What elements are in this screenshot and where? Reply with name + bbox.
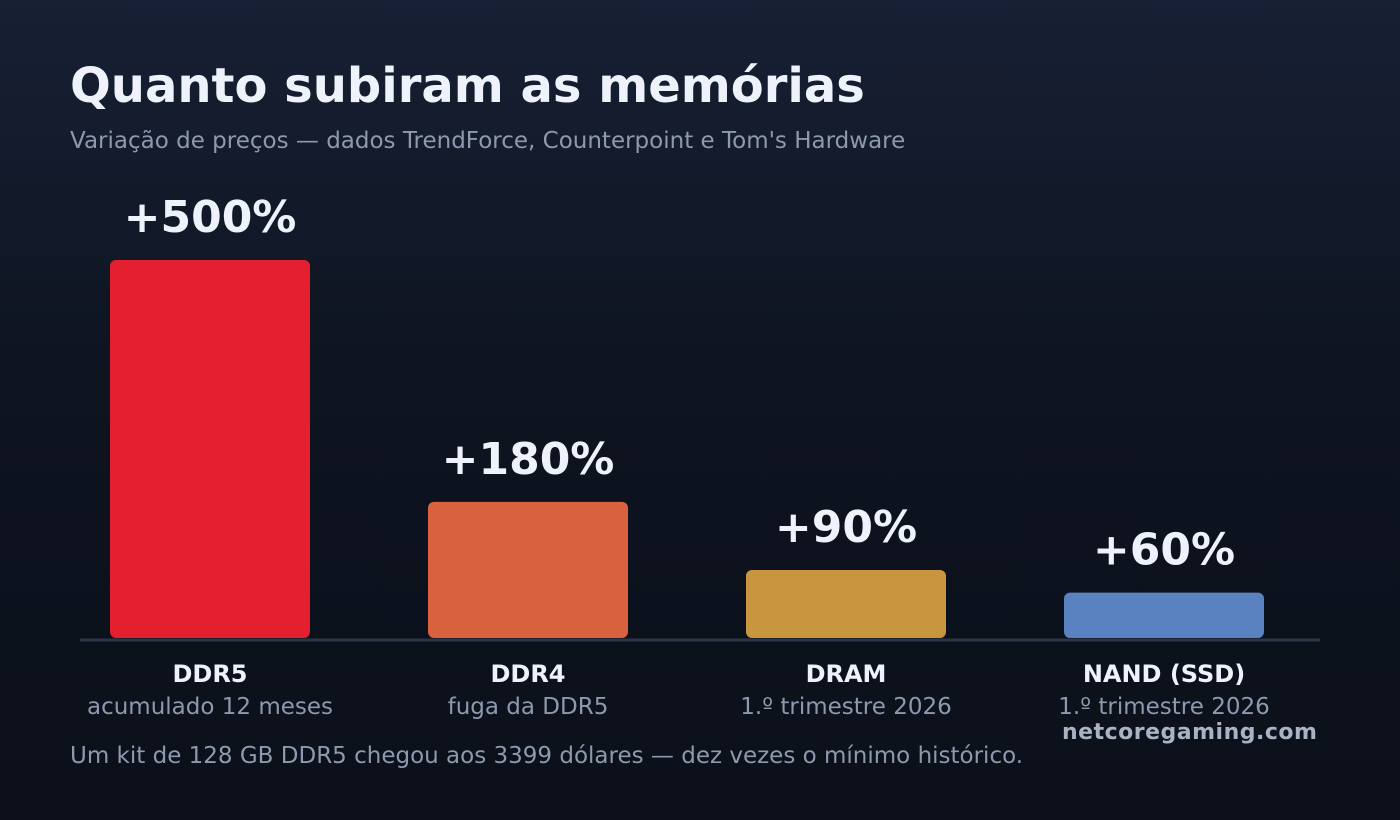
category-sublabel-2: fuga da DDR5 <box>448 694 609 720</box>
category-sublabel-1: acumulado 12 meses <box>87 694 333 720</box>
data-label-2: +180% <box>442 434 615 485</box>
bar-4 <box>1064 592 1264 638</box>
category-label-3: DRAM <box>806 660 887 688</box>
data-label-3: +90% <box>775 502 917 553</box>
bar-3 <box>746 569 946 638</box>
data-label-4: +60% <box>1093 525 1235 576</box>
bar-1 <box>110 260 310 638</box>
watermark: netcoregaming.com <box>1062 720 1318 745</box>
chart-subtitle: Variação de preços — dados TrendForce, C… <box>70 128 906 154</box>
chart-title: Quanto subiram as memórias <box>70 58 865 114</box>
data-label-1: +500% <box>124 192 297 243</box>
category-label-4: NAND (SSD) <box>1083 660 1245 688</box>
category-sublabel-3: 1.º trimestre 2026 <box>740 694 951 720</box>
category-label-1: DDR5 <box>172 660 247 688</box>
category-label-2: DDR4 <box>490 660 565 688</box>
bar-2 <box>428 501 628 638</box>
category-sublabel-4: 1.º trimestre 2026 <box>1058 694 1269 720</box>
footnote: Um kit de 128 GB DDR5 chegou aos 3399 dó… <box>70 743 1024 769</box>
